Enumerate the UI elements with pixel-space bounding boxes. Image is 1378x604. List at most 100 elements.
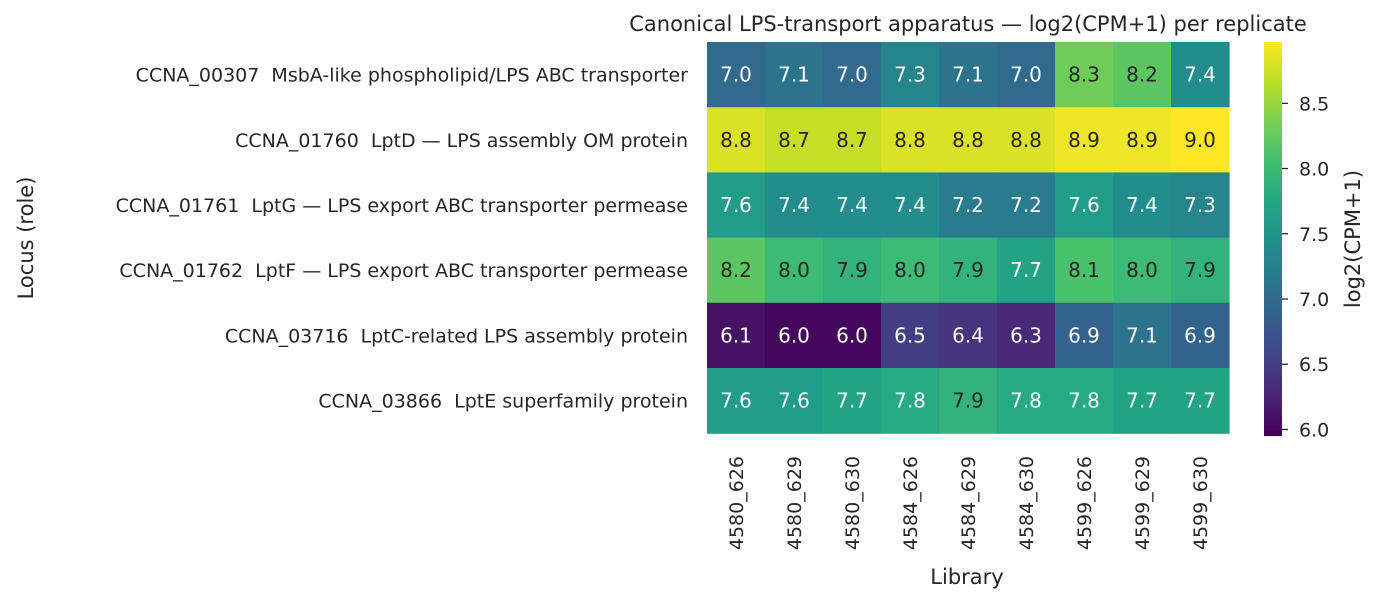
cell-value-label: 6.5 bbox=[894, 323, 926, 347]
x-tick-label: 4584_629 bbox=[958, 456, 980, 550]
y-axis-label: Locus (role) bbox=[14, 177, 38, 300]
heatmap-cell bbox=[707, 107, 766, 173]
heatmap-cell bbox=[1055, 368, 1114, 434]
cell-value-label: 7.8 bbox=[1068, 389, 1100, 413]
cell-value-label: 8.9 bbox=[1068, 128, 1100, 152]
cell-value-label: 7.4 bbox=[778, 193, 810, 217]
heatmap-cell bbox=[1113, 107, 1172, 173]
colorbar-tick-label: 8.5 bbox=[1299, 93, 1329, 115]
x-tick-label: 4580_630 bbox=[842, 456, 864, 550]
heatmap-cell bbox=[939, 172, 998, 239]
cell-value-label: 8.2 bbox=[1126, 63, 1158, 87]
cell-value-label: 7.4 bbox=[1184, 63, 1216, 87]
cell-value-label: 6.3 bbox=[1010, 323, 1042, 347]
cell-value-label: 7.7 bbox=[836, 389, 868, 413]
x-tick-label: 4584_630 bbox=[1016, 456, 1038, 550]
y-tick-label: CCNA_03866 LptE superfamily protein bbox=[318, 391, 688, 413]
colorbar-tick-label: 6.5 bbox=[1299, 354, 1329, 376]
heatmap-cell bbox=[1171, 368, 1230, 434]
heatmap-cell bbox=[1055, 302, 1114, 369]
heatmap-cell bbox=[997, 107, 1056, 173]
heatmap-cell bbox=[765, 42, 824, 108]
colorbar-ticks: 6.0 6.5 7.0 7.5 8.0 8.5 bbox=[1282, 93, 1329, 441]
colorbar-tick-label: 8.0 bbox=[1299, 159, 1329, 181]
heatmap-cell bbox=[881, 107, 940, 173]
cell-value-label: 6.4 bbox=[952, 323, 984, 347]
cell-value-label: 7.6 bbox=[778, 389, 810, 413]
heatmap-cell bbox=[997, 302, 1056, 369]
cell-value-label: 8.9 bbox=[1126, 128, 1158, 152]
chart-title: Canonical LPS-transport apparatus — log2… bbox=[629, 12, 1307, 36]
cell-value-label: 7.4 bbox=[836, 193, 868, 217]
heatmap-cell bbox=[1055, 42, 1114, 108]
heatmap-cell bbox=[823, 42, 882, 108]
y-tick-labels: CCNA_00307 MsbA-like phospholipid/LPS AB… bbox=[116, 65, 689, 413]
heatmap-cell bbox=[765, 107, 824, 173]
cell-value-label: 7.8 bbox=[894, 389, 926, 413]
cell-value-label: 8.8 bbox=[952, 128, 984, 152]
heatmap-cell bbox=[765, 302, 824, 369]
heatmap-cell bbox=[881, 302, 940, 369]
cell-value-label: 7.7 bbox=[1010, 258, 1042, 282]
heatmap-cell bbox=[765, 368, 824, 434]
x-tick-label: 4599_626 bbox=[1074, 456, 1096, 550]
cell-value-label: 7.0 bbox=[720, 63, 752, 87]
x-tick-label: 4599_629 bbox=[1132, 456, 1154, 550]
cell-value-label: 8.3 bbox=[1068, 63, 1100, 87]
heatmap-cell bbox=[707, 172, 766, 239]
cell-value-label: 6.0 bbox=[778, 323, 810, 347]
heatmap-cell bbox=[997, 172, 1056, 239]
heatmap-cell bbox=[881, 368, 940, 434]
cell-value-label: 7.9 bbox=[952, 258, 984, 282]
y-tick-label: CCNA_01760 LptD — LPS assembly OM protei… bbox=[235, 130, 688, 152]
x-tick-label: 4580_626 bbox=[726, 456, 748, 550]
x-tick-label: 4580_629 bbox=[784, 456, 806, 550]
heatmap-cell bbox=[1113, 302, 1172, 369]
heatmap-cell bbox=[881, 237, 940, 304]
heatmap-cells: 7.0 7.1 7.0 7.3 7.1 7.0 8.3 8.2 7.4 8.8 8.7 8.7 8.8 8… bbox=[707, 42, 1230, 434]
heatmap-cell bbox=[765, 172, 824, 239]
cell-value-label: 6.1 bbox=[720, 323, 752, 347]
heatmap-cell bbox=[823, 107, 882, 173]
cell-value-label: 6.9 bbox=[1184, 323, 1216, 347]
heatmap-cell bbox=[707, 302, 766, 369]
heatmap-cell bbox=[1055, 172, 1114, 239]
cell-value-label: 8.7 bbox=[778, 128, 810, 152]
cell-value-label: 7.3 bbox=[1184, 193, 1216, 217]
heatmap-cell bbox=[1055, 107, 1114, 173]
heatmap-cell bbox=[707, 237, 766, 304]
cell-value-label: 7.6 bbox=[720, 193, 752, 217]
y-tick-label: CCNA_00307 MsbA-like phospholipid/LPS AB… bbox=[136, 65, 689, 87]
x-tick-label: 4584_626 bbox=[900, 456, 922, 550]
cell-value-label: 7.9 bbox=[836, 258, 868, 282]
cell-value-label: 7.6 bbox=[720, 389, 752, 413]
heatmap-cell bbox=[939, 107, 998, 173]
heatmap-cell bbox=[1113, 237, 1172, 304]
heatmap-cell bbox=[707, 42, 766, 108]
cell-value-label: 8.2 bbox=[720, 258, 752, 282]
heatmap-cell bbox=[823, 237, 882, 304]
cell-value-label: 7.1 bbox=[1126, 323, 1158, 347]
x-tick-label: 4599_630 bbox=[1190, 456, 1212, 550]
cell-value-label: 8.8 bbox=[1010, 128, 1042, 152]
cell-value-label: 7.7 bbox=[1126, 389, 1158, 413]
cell-value-label: 7.2 bbox=[952, 193, 984, 217]
heatmap-cell bbox=[997, 368, 1056, 434]
cell-value-label: 7.8 bbox=[1010, 389, 1042, 413]
heatmap-cell bbox=[1113, 42, 1172, 108]
cell-value-label: 8.0 bbox=[1126, 258, 1158, 282]
cell-value-label: 7.2 bbox=[1010, 193, 1042, 217]
colorbar-tick-label: 6.0 bbox=[1299, 419, 1329, 441]
heatmap-cell bbox=[1171, 237, 1230, 304]
heatmap-cell bbox=[1171, 302, 1230, 369]
x-tick-labels: 4580_626 4580_629 4580_630 4584_626 4584_629… bbox=[726, 456, 1212, 550]
cell-value-label: 7.9 bbox=[1184, 258, 1216, 282]
heatmap-cell bbox=[1055, 237, 1114, 304]
heatmap-cell bbox=[881, 42, 940, 108]
heatmap-cell bbox=[1171, 42, 1230, 108]
heatmap-cell bbox=[1113, 172, 1172, 239]
cell-value-label: 9.0 bbox=[1184, 128, 1216, 152]
colorbar-tick-label: 7.5 bbox=[1299, 224, 1329, 246]
cell-value-label: 7.7 bbox=[1184, 389, 1216, 413]
